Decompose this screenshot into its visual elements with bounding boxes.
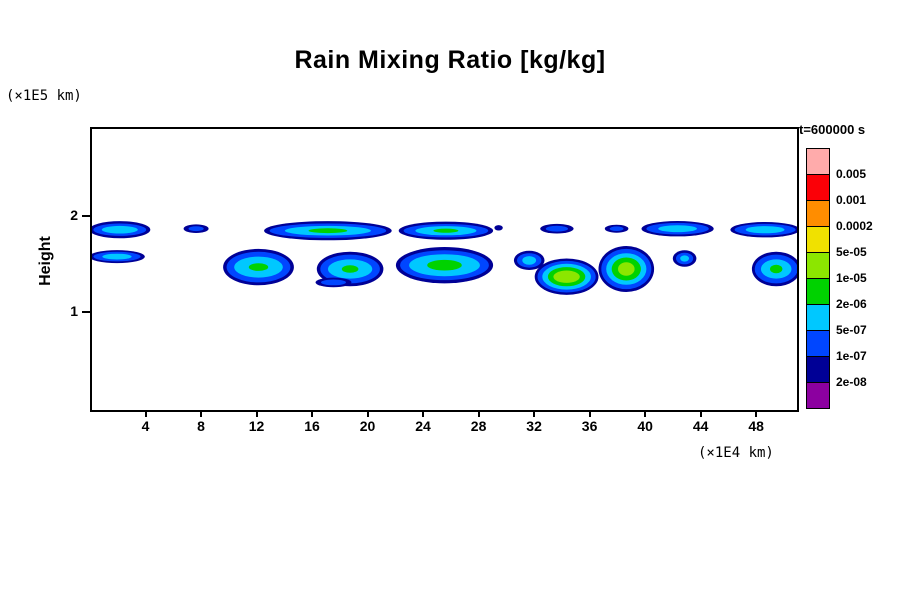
y-axis-title: Height <box>37 236 54 286</box>
x-tick-label: 16 <box>304 418 320 434</box>
x-tick-label: 28 <box>470 418 487 434</box>
colorbar-level-label: 0.0002 <box>836 219 873 233</box>
colorbar-box <box>806 356 830 383</box>
contour-fill-region <box>618 262 635 276</box>
x-tick-mark <box>422 410 425 417</box>
x-tick-mark <box>588 410 591 417</box>
x-tick-mark <box>477 410 480 417</box>
colorbar-box <box>806 278 830 305</box>
colorbar-level-label: 2e-08 <box>836 375 867 389</box>
x-tick-label: 24 <box>415 418 431 434</box>
contour-fill-region <box>680 255 689 262</box>
colorbar-level-label: 5e-05 <box>836 245 867 259</box>
contour-fill-region <box>427 259 462 271</box>
colorbar-box <box>806 200 830 227</box>
x-tick-mark <box>699 410 702 417</box>
y-tick-mark <box>82 215 90 218</box>
x-tick-mark <box>311 410 314 417</box>
x-tick-mark <box>366 410 369 417</box>
y-tick-mark <box>82 311 90 314</box>
chart-title: Rain Mixing Ratio [kg/kg] <box>294 46 606 74</box>
colorbar-level-label: 1e-07 <box>836 349 867 363</box>
contour-svg <box>92 221 797 295</box>
time-annotation: t=600000 s <box>799 122 866 137</box>
x-tick-label: 48 <box>748 418 764 434</box>
x-tick-label: 36 <box>581 418 598 434</box>
y-axis-unit-label: (×1E5 km) <box>6 88 82 104</box>
x-tick-mark <box>144 410 147 417</box>
x-axis-unit-label: (×1E4 km) <box>698 445 774 461</box>
x-tick-mark <box>533 410 536 417</box>
contour-fill-region <box>188 226 204 232</box>
contour-fill-region <box>545 225 568 232</box>
colorbar-box <box>806 330 830 357</box>
x-tick-mark <box>755 410 758 417</box>
x-tick-label: 40 <box>637 418 653 434</box>
x-tick-label: 20 <box>359 418 376 434</box>
colorbar-level-label: 2e-06 <box>836 297 867 311</box>
colorbar-level-label: 0.005 <box>836 167 867 181</box>
x-tick-mark <box>200 410 203 417</box>
colorbar <box>806 148 830 409</box>
x-tick-label: 12 <box>248 418 265 434</box>
contour-fill-region <box>341 265 359 273</box>
x-tick-label: 4 <box>141 418 150 434</box>
colorbar-box <box>806 226 830 253</box>
x-tick-mark <box>255 410 258 417</box>
contour-fill-region <box>553 270 580 283</box>
contour-fill-region <box>658 225 697 233</box>
contour-fill-region <box>433 228 459 233</box>
colorbar-level-label: 1e-05 <box>836 271 867 285</box>
colorbar-box <box>806 382 830 409</box>
x-tick-label: 32 <box>526 418 542 434</box>
contour-fill-region <box>522 256 537 265</box>
contour-fill-region <box>102 253 132 260</box>
x-tick-mark <box>644 410 647 417</box>
x-tick-label: 8 <box>197 418 205 434</box>
colorbar-level-label: 5e-07 <box>836 323 867 337</box>
contour-fill-region <box>609 226 624 231</box>
x-tick-label: 44 <box>692 418 709 434</box>
colorbar-box <box>806 304 830 331</box>
y-tick-label: 2 <box>70 207 78 224</box>
colorbar-box <box>806 148 830 175</box>
contour-fill-region <box>308 228 348 234</box>
contour-fill-region <box>494 225 503 231</box>
plot-area <box>90 127 799 412</box>
colorbar-level-label: 0.001 <box>836 193 867 207</box>
contour-fill-region <box>321 279 346 286</box>
contour-fill-region <box>248 263 269 271</box>
y-tick-label: 1 <box>70 303 78 320</box>
contour-fill-region <box>770 264 783 274</box>
contour-fill-region <box>101 225 138 234</box>
colorbar-box <box>806 252 830 279</box>
colorbar-box <box>806 174 830 201</box>
contour-fill-region <box>745 226 785 234</box>
